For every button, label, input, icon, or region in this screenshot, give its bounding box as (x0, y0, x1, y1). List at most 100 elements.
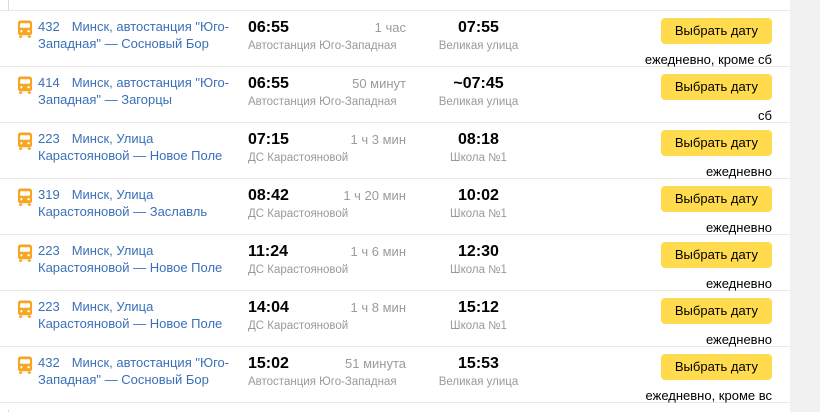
action-cell: Выбрать дату ежедневно, кроме сб (551, 18, 772, 67)
trip-duration: 1 ч 20 мин (343, 188, 406, 203)
route-cell: 223 Минск, Улица Карастояновой — Новое По… (38, 130, 248, 164)
table-row: 432 Минск, автостанция "Юго-Западная" — С… (0, 11, 790, 67)
departure-station: ДС Карастояновой (248, 320, 349, 332)
transport-type-cell (16, 186, 38, 206)
departure-cell: 06:55 Автостанция Юго-Западная 50 минут (248, 74, 406, 109)
arrival-cell: 15:12 Школа №1 (406, 298, 551, 333)
action-cell: Выбрать дату ежедневно (551, 298, 772, 347)
route-name: Минск, автостанция "Юго-Западная" — Сосн… (38, 355, 230, 387)
arrival-time: 15:53 (458, 355, 499, 372)
arrival-time: 08:18 (458, 131, 499, 148)
departure-cell: 11:24 ДС Карастояновой 1 ч 6 мин (248, 242, 406, 277)
bus-icon (16, 356, 38, 374)
arrival-station: Школа №1 (450, 320, 507, 332)
departure-time: 07:15 (248, 131, 289, 148)
departure-cell: 15:02 Автостанция Юго-Западная 51 минута (248, 354, 406, 389)
action-cell: Выбрать дату ежедневно (551, 130, 772, 179)
route-link[interactable]: 414 Минск, автостанция "Юго-Западная" — З… (38, 74, 242, 108)
arrival-cell: 10:02 Школа №1 (406, 186, 551, 221)
departure-station: Автостанция Юго-Западная (248, 96, 397, 108)
frequency-label: ежедневно (705, 220, 772, 235)
bus-icon (16, 244, 38, 262)
arrival-time: 10:02 (458, 187, 499, 204)
bus-icon (16, 132, 38, 150)
arrival-station: Школа №1 (450, 264, 507, 276)
departure-time: 06:55 (248, 19, 289, 36)
departure-cell: 06:55 Автостанция Юго-Западная 1 час (248, 18, 406, 53)
select-date-button[interactable]: Выбрать дату (660, 18, 772, 44)
trip-duration: 1 ч 6 мин (350, 244, 406, 259)
departure-station: ДС Карастояновой (248, 152, 349, 164)
route-number: 223 (38, 243, 60, 258)
transport-type-cell (16, 242, 38, 262)
departure-station: Автостанция Юго-Западная (248, 40, 397, 52)
frequency-label: ежедневно, кроме вс (645, 388, 772, 403)
frequency-label: сб (758, 108, 772, 123)
action-cell: Выбрать дату ежедневно (551, 186, 772, 235)
arrival-cell: 15:53 Великая улица (406, 354, 551, 389)
bus-icon (16, 20, 38, 38)
arrival-cell: 07:55 Великая улица (406, 18, 551, 53)
route-cell: 432 Минск, автостанция "Юго-Западная" — С… (38, 354, 248, 388)
arrival-time: 15:12 (458, 299, 499, 316)
transport-type-cell (16, 18, 38, 38)
trip-duration: 1 час (374, 20, 406, 35)
trip-duration: 50 минут (352, 76, 406, 91)
select-date-button[interactable]: Выбрать дату (660, 298, 772, 324)
route-link[interactable]: 432 Минск, автостанция "Юго-Западная" — С… (38, 354, 242, 388)
route-link[interactable]: 223 Минск, Улица Карастояновой — Новое По… (38, 298, 242, 332)
select-date-button[interactable]: Выбрать дату (660, 130, 772, 156)
trip-duration: 51 минута (345, 356, 406, 371)
action-cell: Выбрать дату ежедневно, кроме вс (551, 354, 772, 403)
table-divider (8, 0, 9, 10)
select-date-button[interactable]: Выбрать дату (660, 242, 772, 268)
arrival-station: Великая улица (438, 40, 519, 52)
route-link[interactable]: 432 Минск, автостанция "Юго-Западная" — С… (38, 18, 242, 52)
table-row: 223 Минск, Улица Карастояновой — Новое По… (0, 235, 790, 291)
route-name: Минск, Улица Карастояновой — Новое Поле (38, 131, 223, 163)
departure-station: ДС Карастояновой (248, 264, 349, 276)
table-row: 223 Минск, Улица Карастояновой — Новое По… (0, 123, 790, 179)
select-date-button[interactable]: Выбрать дату (660, 74, 772, 100)
route-cell: 223 Минск, Улица Карастояновой — Новое По… (38, 242, 248, 276)
arrival-station: Великая улица (438, 96, 519, 108)
arrival-time: ~07:45 (453, 75, 504, 92)
frequency-label: ежедневно, кроме сб (644, 52, 772, 67)
route-link[interactable]: 319 Минск, Улица Карастояновой — Заславль (38, 186, 242, 220)
departure-station: ДС Карастояновой (248, 208, 349, 220)
departure-cell: 14:04 ДС Карастояновой 1 ч 8 мин (248, 298, 406, 333)
route-link[interactable]: 223 Минск, Улица Карастояновой — Новое По… (38, 242, 242, 276)
select-date-button[interactable]: Выбрать дату (660, 354, 772, 380)
arrival-time: 12:30 (458, 243, 499, 260)
route-cell: 223 Минск, Улица Карастояновой — Новое По… (38, 298, 248, 332)
route-name: Минск, автостанция "Юго-Западная" — Заго… (38, 75, 230, 107)
route-link[interactable]: 223 Минск, Улица Карастояновой — Новое По… (38, 130, 242, 164)
arrival-station: Школа №1 (450, 152, 507, 164)
route-cell: 414 Минск, автостанция "Юго-Западная" — З… (38, 74, 248, 108)
route-number: 223 (38, 131, 60, 146)
select-date-button[interactable]: Выбрать дату (660, 186, 772, 212)
trip-duration: 1 ч 3 мин (350, 132, 406, 147)
departure-time: 11:24 (248, 243, 289, 260)
frequency-label: ежедневно (705, 276, 772, 291)
departure-time: 06:55 (248, 75, 289, 92)
departure-cell: 07:15 ДС Карастояновой 1 ч 3 мин (248, 130, 406, 165)
table-row: 432 Минск, автостанция "Юго-Западная" — С… (0, 347, 790, 403)
route-number: 414 (38, 75, 60, 90)
table-divider (8, 410, 9, 412)
arrival-station: Школа №1 (450, 208, 507, 220)
departure-time: 14:04 (248, 299, 289, 316)
departure-cell: 08:42 ДС Карастояновой 1 ч 20 мин (248, 186, 406, 221)
route-name: Минск, Улица Карастояновой — Новое Поле (38, 243, 223, 275)
route-number: 223 (38, 299, 60, 314)
route-cell: 319 Минск, Улица Карастояновой — Заславль (38, 186, 248, 220)
schedule-results-panel: 432 Минск, автостанция "Юго-Западная" — С… (0, 0, 790, 412)
departure-station: Автостанция Юго-Западная (248, 376, 397, 388)
arrival-cell: 12:30 Школа №1 (406, 242, 551, 277)
bus-icon (16, 300, 38, 318)
transport-type-cell (16, 354, 38, 374)
route-cell: 432 Минск, автостанция "Юго-Западная" — С… (38, 18, 248, 52)
trip-duration: 1 ч 8 мин (350, 300, 406, 315)
route-number: 319 (38, 187, 60, 202)
route-name: Минск, автостанция "Юго-Западная" — Сосн… (38, 19, 230, 51)
